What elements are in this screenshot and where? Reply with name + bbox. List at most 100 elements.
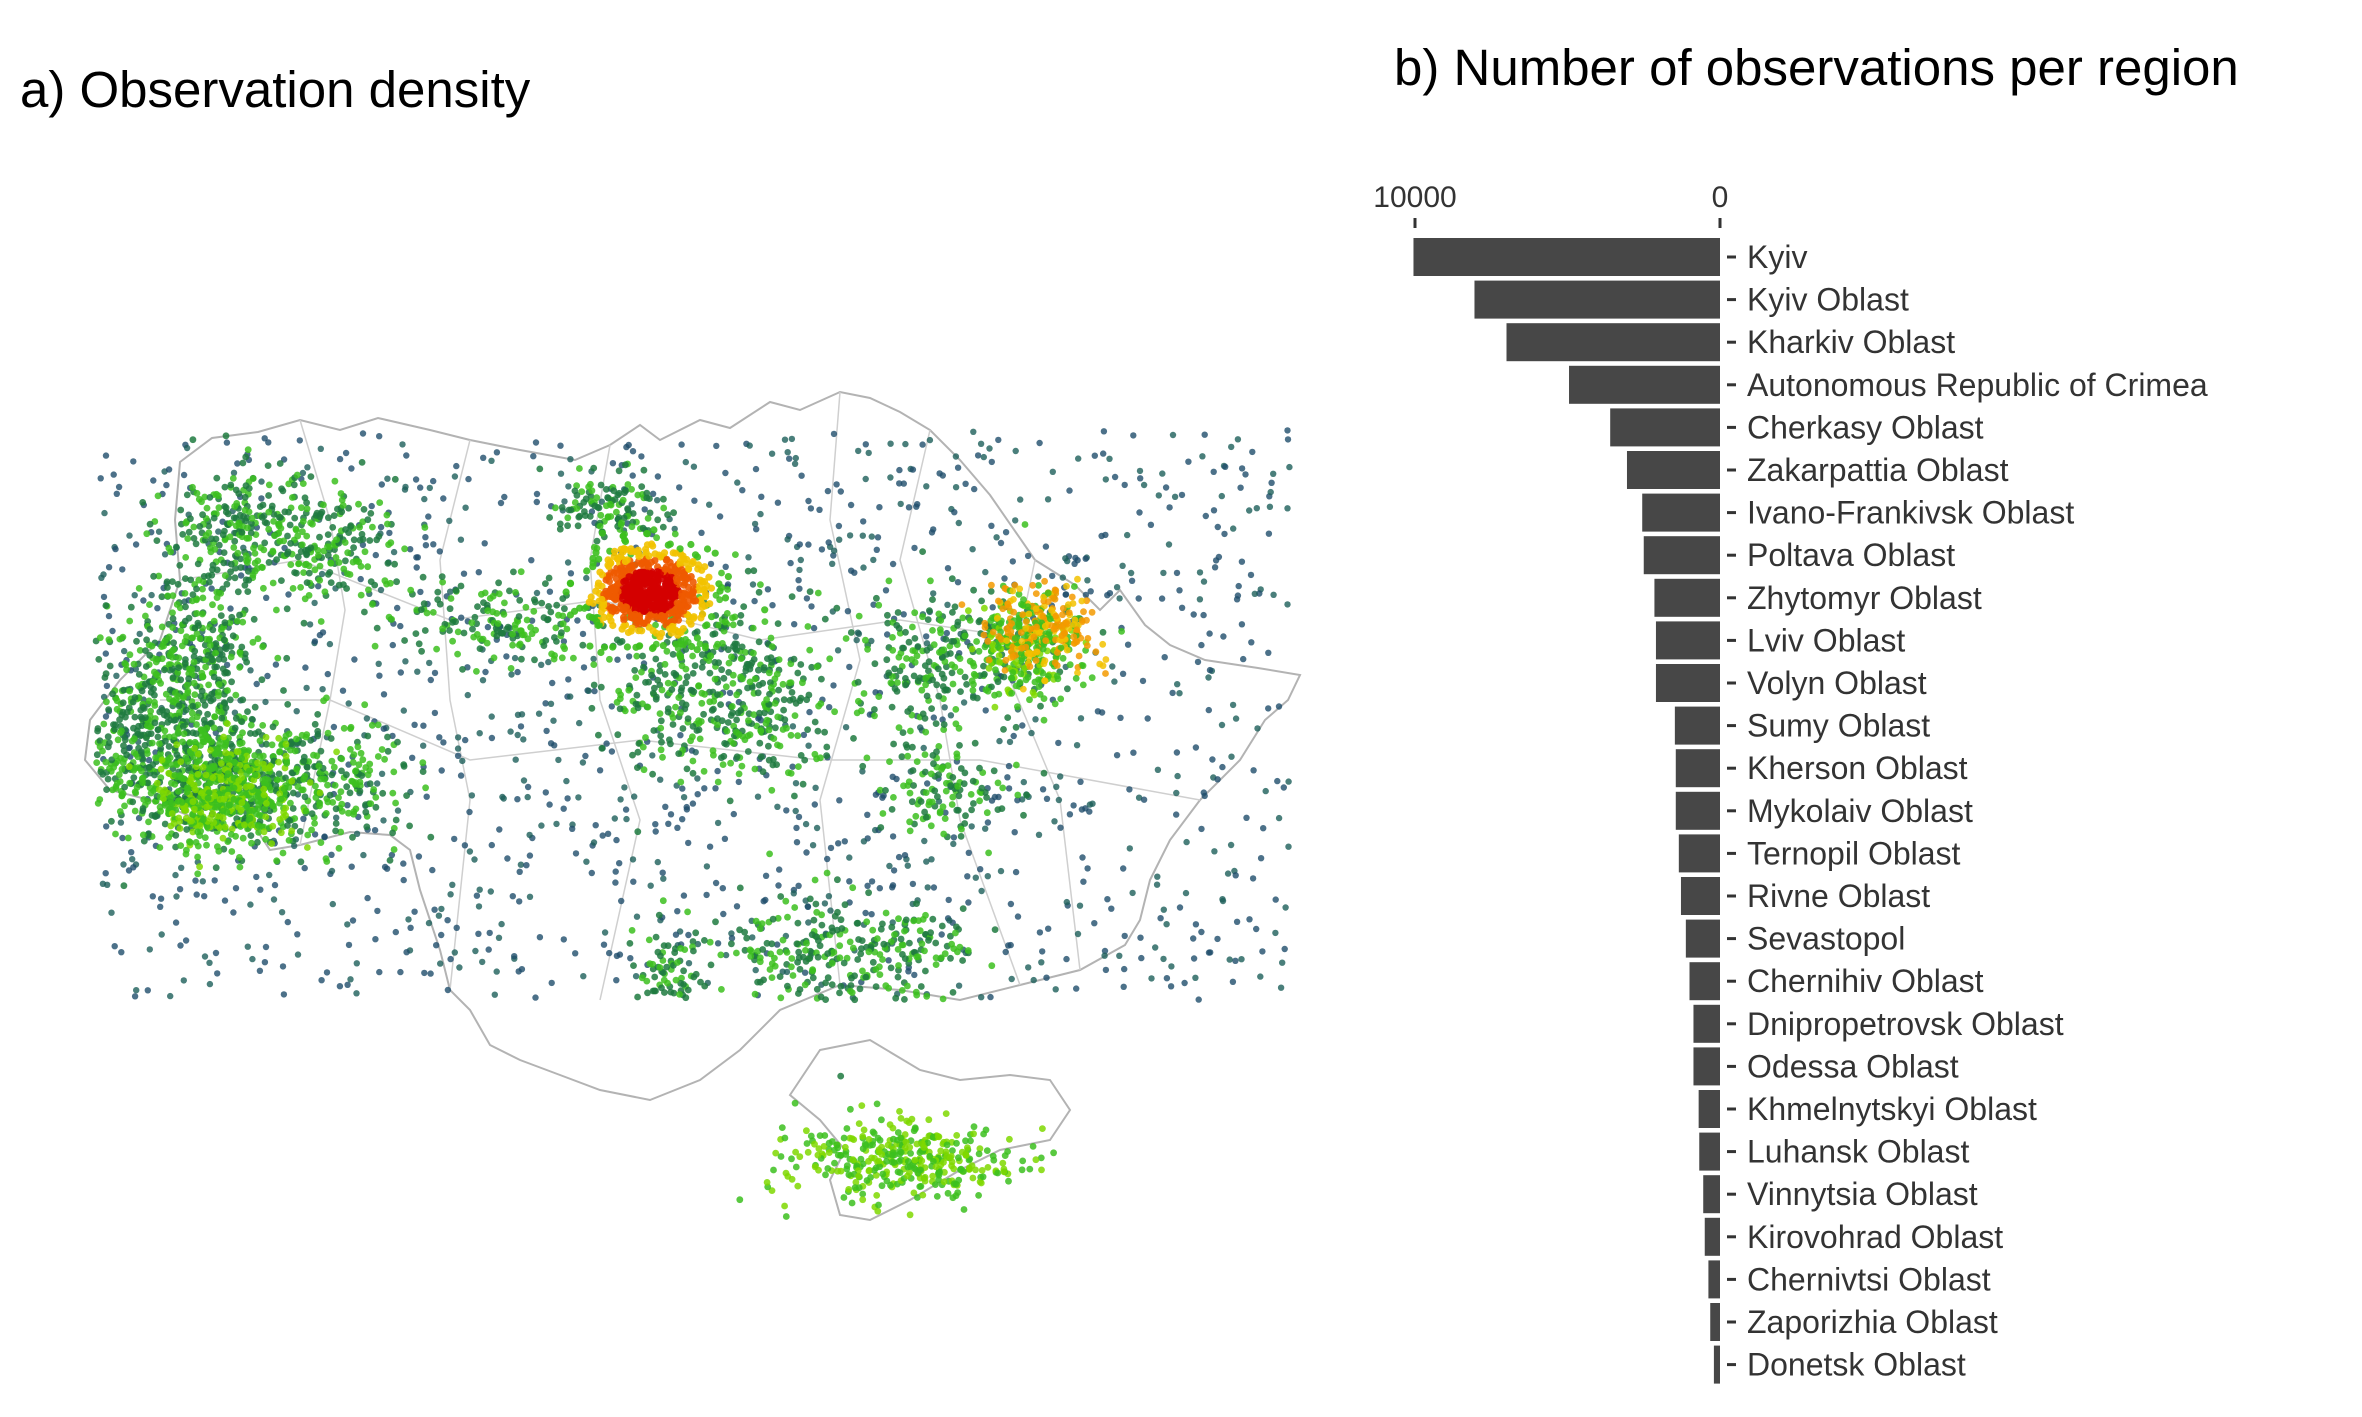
observation-point: [728, 935, 736, 942]
observation-point: [757, 510, 764, 518]
observation-point: [652, 821, 659, 828]
observation-point: [1120, 983, 1127, 990]
observation-point: [417, 484, 424, 491]
observation-point: [1084, 577, 1091, 584]
observation-point: [560, 805, 567, 812]
observation-point: [261, 959, 269, 966]
observation-point: [950, 834, 958, 841]
observation-point: [132, 666, 139, 673]
observation-point: [412, 476, 420, 483]
observation-point: [1100, 428, 1108, 435]
observation-point: [456, 964, 463, 971]
observation-point: [909, 880, 917, 888]
observation-point: [1253, 925, 1260, 933]
observation-point: [787, 559, 794, 567]
observation-point: [955, 982, 963, 989]
observation-point: [924, 780, 931, 787]
observation-point: [993, 534, 1000, 541]
observation-point: [148, 591, 155, 599]
observation-point: [630, 878, 637, 885]
observation-point: [1127, 569, 1135, 577]
observation-point: [746, 442, 753, 449]
observation-point: [889, 833, 897, 840]
observation-point: [795, 813, 803, 821]
observation-point: [128, 849, 135, 856]
observation-point: [805, 742, 812, 749]
observation-point: [805, 919, 812, 926]
observation-point: [374, 780, 381, 787]
observation-point: [530, 453, 537, 460]
observation-point: [1116, 595, 1123, 602]
observation-point: [435, 912, 443, 919]
observation-point: [846, 854, 853, 861]
observation-point: [713, 442, 720, 450]
observation-point: [471, 856, 478, 863]
observation-point: [680, 892, 688, 899]
observation-point: [679, 816, 686, 823]
observation-point: [1042, 543, 1050, 550]
observation-point: [1005, 762, 1013, 770]
observation-point: [1082, 805, 1089, 812]
observation-point: [1246, 507, 1253, 514]
observation-point: [1238, 558, 1246, 565]
observation-point: [623, 815, 630, 823]
observation-point: [330, 723, 338, 731]
observation-point: [618, 897, 625, 905]
observation-point: [258, 495, 265, 502]
observation-point: [887, 440, 894, 447]
observation-point: [466, 808, 473, 816]
observation-point: [847, 501, 855, 509]
observation-point: [897, 500, 904, 508]
observation-point: [1253, 505, 1261, 512]
observation-point: [526, 831, 533, 839]
observation-point: [264, 672, 271, 680]
observation-point: [493, 449, 501, 456]
observation-point: [426, 484, 433, 492]
observation-point: [177, 942, 184, 949]
observation-point: [685, 931, 692, 939]
observation-point: [862, 475, 869, 483]
observation-point: [886, 862, 893, 870]
observation-point: [769, 602, 776, 609]
observation-point: [816, 506, 823, 513]
observation-point: [475, 569, 482, 576]
observation-point: [811, 801, 818, 808]
observation-point: [397, 622, 404, 630]
observation-point: [1135, 595, 1142, 602]
observation-point: [1190, 955, 1198, 962]
observation-point: [173, 893, 180, 900]
observation-point: [1119, 562, 1126, 569]
observation-point: [588, 869, 595, 877]
observation-point: [1233, 918, 1241, 925]
observation-point: [720, 910, 727, 918]
observation-point: [576, 719, 583, 727]
observation-point: [318, 570, 326, 578]
observation-point: [841, 838, 848, 845]
observation-point: [253, 680, 260, 688]
observation-point: [1275, 703, 1283, 710]
observation-point: [261, 435, 268, 442]
observation-point: [590, 655, 597, 663]
observation-point: [100, 593, 108, 601]
observation-point: [1265, 649, 1272, 656]
observation-point: [333, 814, 340, 821]
observation-point: [344, 802, 351, 809]
observation-point: [978, 887, 985, 895]
observation-point: [372, 936, 379, 943]
observation-point: [1106, 590, 1114, 597]
observation-point: [997, 539, 1005, 547]
observation-point: [1153, 881, 1161, 888]
observation-point: [430, 477, 437, 485]
observation-point: [394, 604, 401, 612]
observation-point: [180, 471, 188, 479]
observation-point: [774, 499, 782, 506]
observation-point: [389, 732, 396, 740]
observation-point: [950, 840, 957, 848]
observation-point: [377, 586, 385, 594]
observation-point: [722, 951, 730, 959]
observation-point: [400, 707, 407, 714]
observation-point: [133, 987, 140, 994]
observation-point: [862, 909, 869, 917]
observation-point: [974, 452, 982, 459]
observation-point: [476, 730, 483, 737]
